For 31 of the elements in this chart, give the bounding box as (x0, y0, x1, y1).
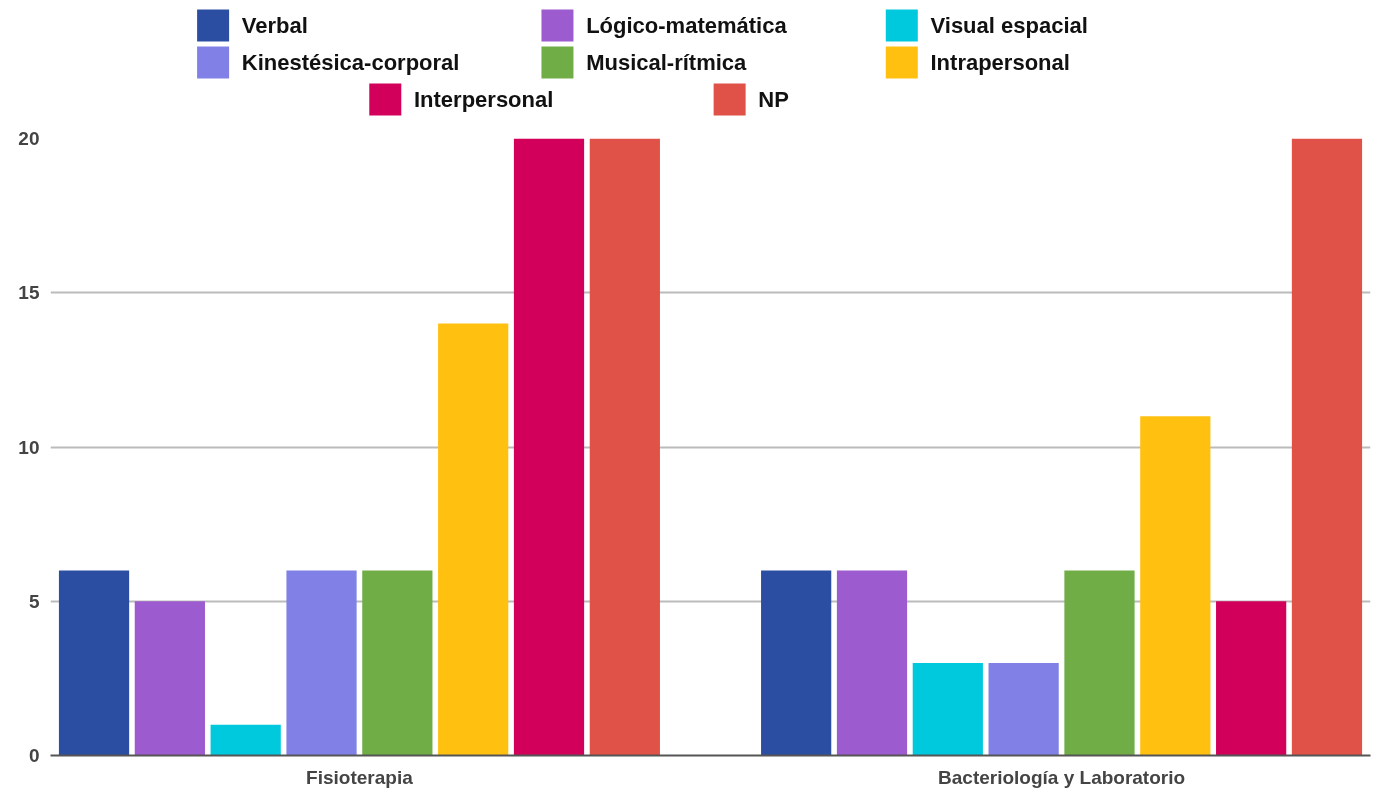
y-tick-label: 15 (18, 282, 40, 304)
bar (761, 570, 832, 756)
legend-label: Kinestésica-corporal (241, 50, 460, 75)
bar (836, 570, 908, 756)
bar (286, 570, 357, 756)
bar (1140, 416, 1211, 756)
bar (210, 724, 281, 756)
bar (1064, 570, 1135, 756)
legend-label: Lógico-matemática (586, 13, 788, 38)
bar (1291, 138, 1363, 756)
bar (513, 138, 585, 756)
bar (362, 570, 433, 756)
x-tick-label: Fisioterapia (306, 766, 414, 788)
bar (589, 138, 660, 756)
bar (912, 662, 983, 756)
x-tick-label: Bacteriología y Laboratorio (938, 766, 1186, 788)
legend-label: Visual espacial (930, 13, 1088, 38)
y-tick-label: 5 (28, 590, 40, 612)
legend-label: Intrapersonal (930, 50, 1070, 75)
bar (134, 601, 205, 756)
bar (438, 323, 509, 756)
y-tick-label: 20 (18, 128, 40, 149)
legend-label: Verbal (241, 13, 308, 38)
bar (988, 662, 1059, 756)
legend-label: NP (758, 87, 789, 112)
bar (1216, 601, 1287, 756)
legend-label: Interpersonal (413, 87, 554, 112)
bar (58, 570, 130, 756)
y-tick-label: 10 (18, 436, 40, 458)
legend-label: Musical-rítmica (586, 50, 748, 75)
y-tick-label: 0 (28, 745, 40, 766)
